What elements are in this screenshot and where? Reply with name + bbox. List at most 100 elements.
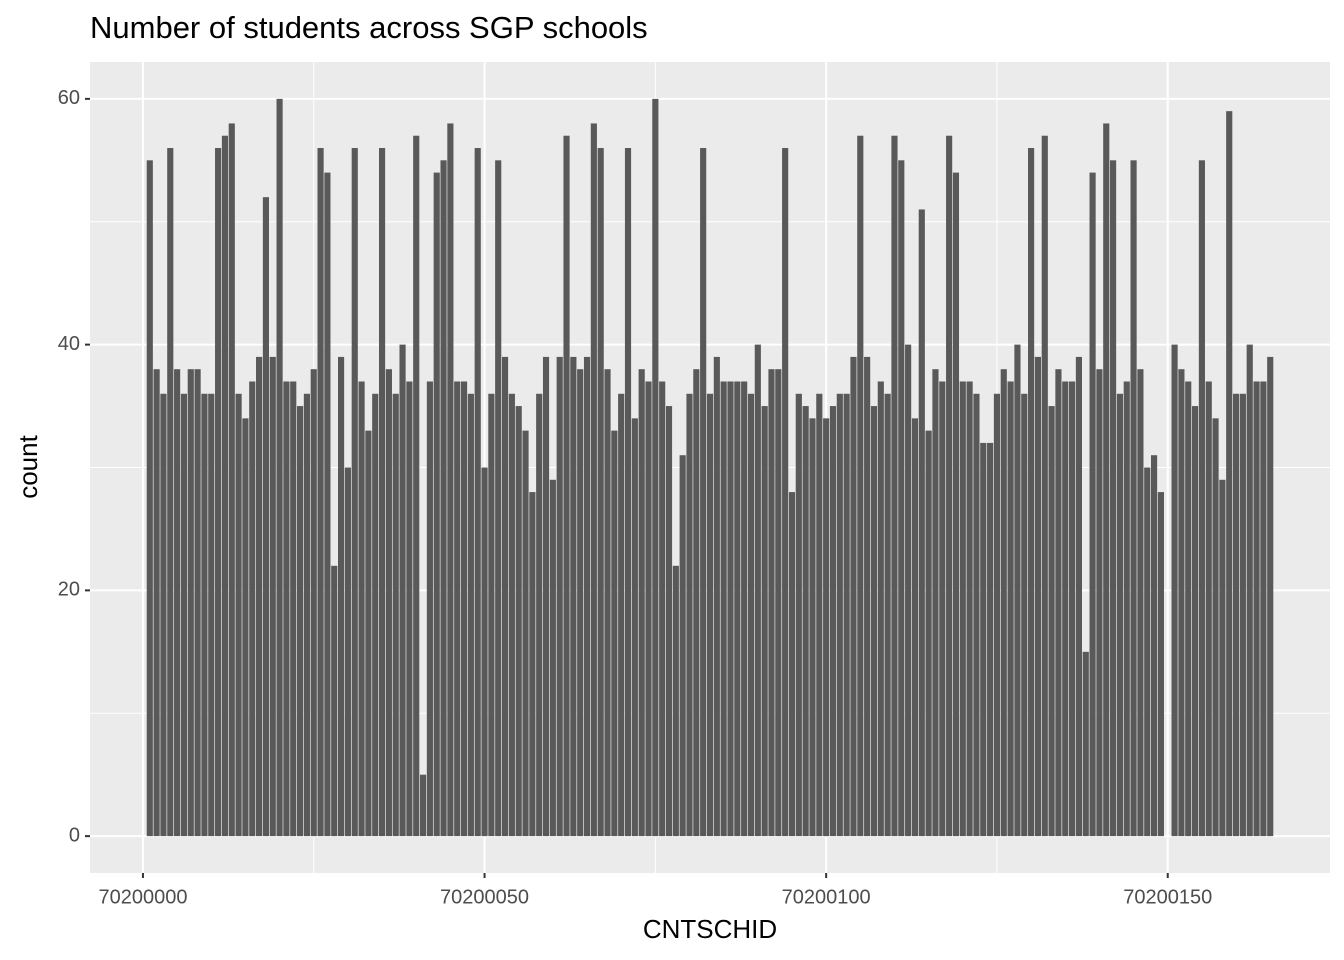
bar xyxy=(338,356,345,837)
bar xyxy=(1226,111,1233,837)
bar xyxy=(297,406,304,837)
bar xyxy=(720,381,727,837)
bar xyxy=(249,381,256,837)
bar xyxy=(809,418,816,837)
bar xyxy=(419,774,427,837)
bar xyxy=(208,393,215,837)
bar xyxy=(1239,393,1246,837)
bar xyxy=(925,430,932,837)
bar xyxy=(262,197,269,837)
x-tick-label: 70200050 xyxy=(440,886,529,908)
bar xyxy=(167,148,174,837)
bar xyxy=(590,123,597,837)
y-axis-title: count xyxy=(13,434,43,498)
bar xyxy=(1219,479,1226,837)
bar xyxy=(1260,381,1267,837)
bar xyxy=(700,148,707,837)
bar xyxy=(1062,381,1069,837)
bar xyxy=(174,369,181,837)
bar xyxy=(932,369,939,837)
bar xyxy=(980,442,987,837)
bar xyxy=(768,369,775,837)
bar xyxy=(734,381,741,837)
x-tick-label: 70200150 xyxy=(1123,886,1212,908)
bar xyxy=(515,406,522,837)
bar xyxy=(495,160,502,837)
bar xyxy=(747,393,755,837)
bar xyxy=(276,98,283,837)
bar xyxy=(864,356,871,837)
bar xyxy=(1191,406,1199,837)
bar xyxy=(536,393,543,837)
bar xyxy=(1082,651,1089,837)
bar xyxy=(180,393,188,837)
bar xyxy=(693,369,700,837)
bar xyxy=(1198,160,1205,837)
bar xyxy=(290,381,297,837)
bar xyxy=(1110,160,1117,837)
bar xyxy=(1171,344,1178,837)
bar xyxy=(160,393,167,837)
bar xyxy=(269,356,276,837)
bar xyxy=(843,393,850,837)
bar xyxy=(508,393,515,837)
bar xyxy=(324,172,331,837)
bar xyxy=(665,406,673,837)
bar xyxy=(754,344,761,837)
bar xyxy=(1021,393,1028,837)
bar xyxy=(829,406,837,837)
y-tick-label: 0 xyxy=(69,824,80,846)
bar xyxy=(406,381,413,837)
bar xyxy=(672,565,679,837)
bar xyxy=(1103,123,1110,837)
x-tick-label: 70200100 xyxy=(782,886,871,908)
bar xyxy=(659,381,666,837)
bar xyxy=(706,393,714,837)
x-axis-title: CNTSCHID xyxy=(643,914,777,944)
bar xyxy=(1130,160,1137,837)
bar xyxy=(1028,148,1035,837)
bar xyxy=(201,393,208,837)
bar xyxy=(604,369,611,837)
bar xyxy=(1069,381,1076,837)
bar xyxy=(857,135,864,837)
bar xyxy=(215,148,222,837)
bar xyxy=(973,393,980,837)
bar xyxy=(1075,356,1082,837)
bar xyxy=(966,381,973,837)
bar xyxy=(310,369,317,837)
y-tick-label: 20 xyxy=(58,579,80,601)
bar xyxy=(549,479,556,837)
bar xyxy=(1267,356,1274,837)
bar xyxy=(987,442,994,837)
bar xyxy=(454,381,461,837)
bar xyxy=(850,356,857,837)
bar xyxy=(645,381,652,837)
bar xyxy=(823,418,830,837)
bar xyxy=(194,369,201,837)
bar xyxy=(1007,381,1014,837)
bar xyxy=(597,148,604,837)
bar xyxy=(392,393,399,837)
y-tick-label: 60 xyxy=(58,87,80,109)
bar xyxy=(741,381,748,837)
bar xyxy=(898,160,905,837)
bar xyxy=(501,356,509,837)
bar xyxy=(870,406,878,837)
bar xyxy=(235,393,242,837)
bar xyxy=(959,381,966,837)
bar xyxy=(221,135,229,837)
bar xyxy=(727,381,734,837)
bar xyxy=(1096,369,1103,837)
bar xyxy=(1144,467,1151,837)
bar xyxy=(153,369,160,837)
bar xyxy=(1205,381,1212,837)
bar xyxy=(385,369,392,837)
bar xyxy=(344,467,351,837)
bar xyxy=(1000,369,1007,837)
bar xyxy=(802,406,809,837)
bar xyxy=(426,381,433,837)
bar xyxy=(228,123,235,837)
bar xyxy=(1041,135,1048,837)
